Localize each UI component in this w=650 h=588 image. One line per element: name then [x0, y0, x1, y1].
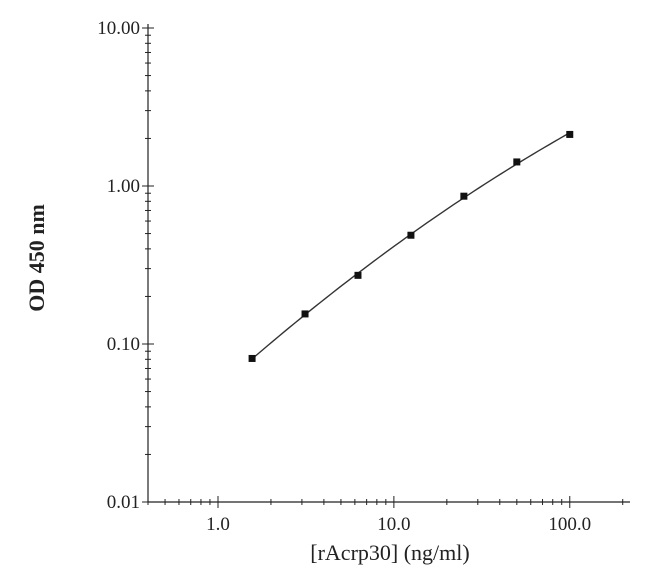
axes: [147, 24, 630, 503]
data-point: [407, 231, 415, 239]
x-tick-label: 1.0: [206, 514, 230, 535]
y-tick-label: 0.10: [107, 334, 140, 355]
x-axis-title: [rAcrp30] (ng/ml): [310, 540, 469, 565]
data-point: [513, 158, 521, 166]
data-point: [566, 130, 574, 138]
y-axis-title: OD 450 nm: [24, 204, 49, 312]
ticks: 0.01 0.10 1.00 10.00 1.0 10.0 100.0: [97, 18, 624, 535]
y-tick-label: 1.00: [107, 176, 140, 197]
y-tick-label: 10.00: [97, 18, 140, 39]
data-point: [248, 354, 256, 362]
data-points: [248, 130, 574, 362]
data-point: [354, 271, 362, 279]
fit-curve-layer: [251, 132, 571, 360]
x-tick-label: 100.0: [548, 514, 591, 535]
y-tick-label: 0.01: [107, 492, 140, 513]
data-point: [460, 192, 468, 200]
data-point: [301, 310, 309, 318]
fit-curve: [251, 132, 571, 360]
x-tick-label: 10.0: [377, 514, 410, 535]
